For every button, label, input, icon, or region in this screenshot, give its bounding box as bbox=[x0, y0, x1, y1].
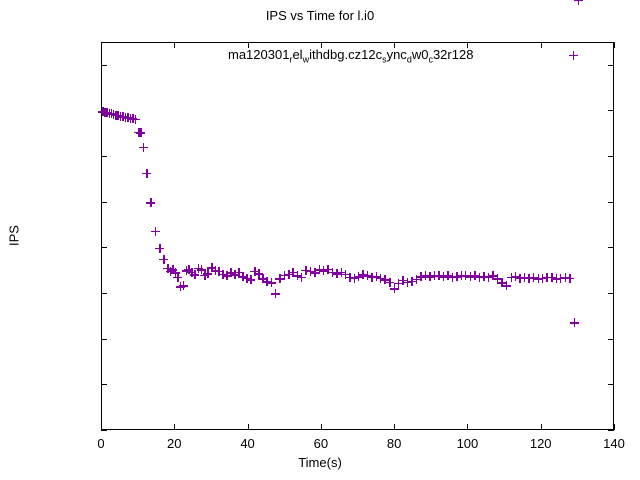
y-tick-mark bbox=[101, 338, 107, 340]
x-tick-mark bbox=[394, 424, 396, 430]
x-tick-mark bbox=[540, 424, 542, 430]
legend-text-part: ync bbox=[386, 47, 407, 62]
x-tick-label: 140 bbox=[603, 436, 625, 451]
legend-text-part: w bbox=[302, 54, 310, 65]
x-tick-mark bbox=[174, 424, 176, 430]
x-tick-mark bbox=[320, 424, 322, 430]
y-axis-label: IPS bbox=[6, 225, 22, 246]
legend-text-part: s bbox=[382, 54, 387, 65]
y-tick-mark-right bbox=[608, 338, 614, 340]
x-tick-mark-top bbox=[394, 42, 396, 48]
x-tick-label: 40 bbox=[240, 436, 255, 451]
x-tick-mark-top bbox=[320, 42, 322, 48]
x-tick-label: 100 bbox=[456, 436, 479, 451]
legend-text-part: r bbox=[289, 54, 293, 65]
y-tick-mark bbox=[101, 293, 107, 295]
y-tick-mark bbox=[101, 384, 107, 386]
y-tick-mark-right bbox=[608, 430, 614, 431]
y-tick-mark bbox=[101, 156, 107, 158]
y-tick-mark-right bbox=[608, 201, 614, 203]
legend-text-part: el bbox=[292, 47, 303, 62]
x-tick-mark bbox=[614, 424, 615, 430]
x-tick-mark-top bbox=[614, 42, 615, 48]
x-tick-mark-top bbox=[101, 42, 102, 48]
y-tick-mark bbox=[101, 64, 107, 66]
data-point bbox=[573, 0, 583, 5]
chart-title: IPS vs Time for l.i0 bbox=[265, 8, 375, 23]
y-tick-mark bbox=[101, 201, 107, 203]
y-tick-mark-right bbox=[608, 247, 614, 249]
x-tick-mark bbox=[467, 424, 469, 430]
x-tick-mark bbox=[247, 424, 249, 430]
x-tick-mark-top bbox=[247, 42, 249, 48]
legend-text-part: 32r128 bbox=[432, 47, 474, 62]
y-tick-mark-right bbox=[608, 64, 614, 66]
x-tick-mark bbox=[101, 424, 102, 430]
legend-text-part: d bbox=[406, 54, 412, 65]
legend-text-part: c bbox=[428, 54, 433, 65]
y-tick-mark-right bbox=[608, 110, 614, 112]
y-tick-mark-right bbox=[608, 293, 614, 295]
legend-text-part: w0 bbox=[411, 47, 429, 62]
legend-text-part: ma120301 bbox=[228, 47, 290, 62]
y-tick-mark bbox=[101, 430, 107, 431]
plot-area bbox=[101, 42, 614, 430]
legend-marker-icon bbox=[566, 48, 580, 62]
x-tick-label: 0 bbox=[97, 436, 105, 451]
y-tick-mark-right bbox=[608, 384, 614, 386]
x-tick-mark-top bbox=[467, 42, 469, 48]
y-tick-mark bbox=[101, 247, 107, 249]
x-tick-mark-top bbox=[174, 42, 176, 48]
legend-label: ma120301relwithdbg.cz12csyncdw0c32r128 bbox=[228, 47, 473, 65]
y-tick-mark-right bbox=[608, 156, 614, 158]
x-axis-label: Time(s) bbox=[298, 455, 342, 470]
x-tick-label: 80 bbox=[386, 436, 402, 451]
x-tick-label: 20 bbox=[167, 436, 182, 451]
x-tick-label: 60 bbox=[313, 436, 329, 451]
y-tick-mark bbox=[101, 110, 107, 112]
legend-text-part: ithdbg.cz12c bbox=[309, 47, 383, 62]
x-tick-mark-top bbox=[540, 42, 542, 48]
x-tick-label: 120 bbox=[529, 436, 552, 451]
